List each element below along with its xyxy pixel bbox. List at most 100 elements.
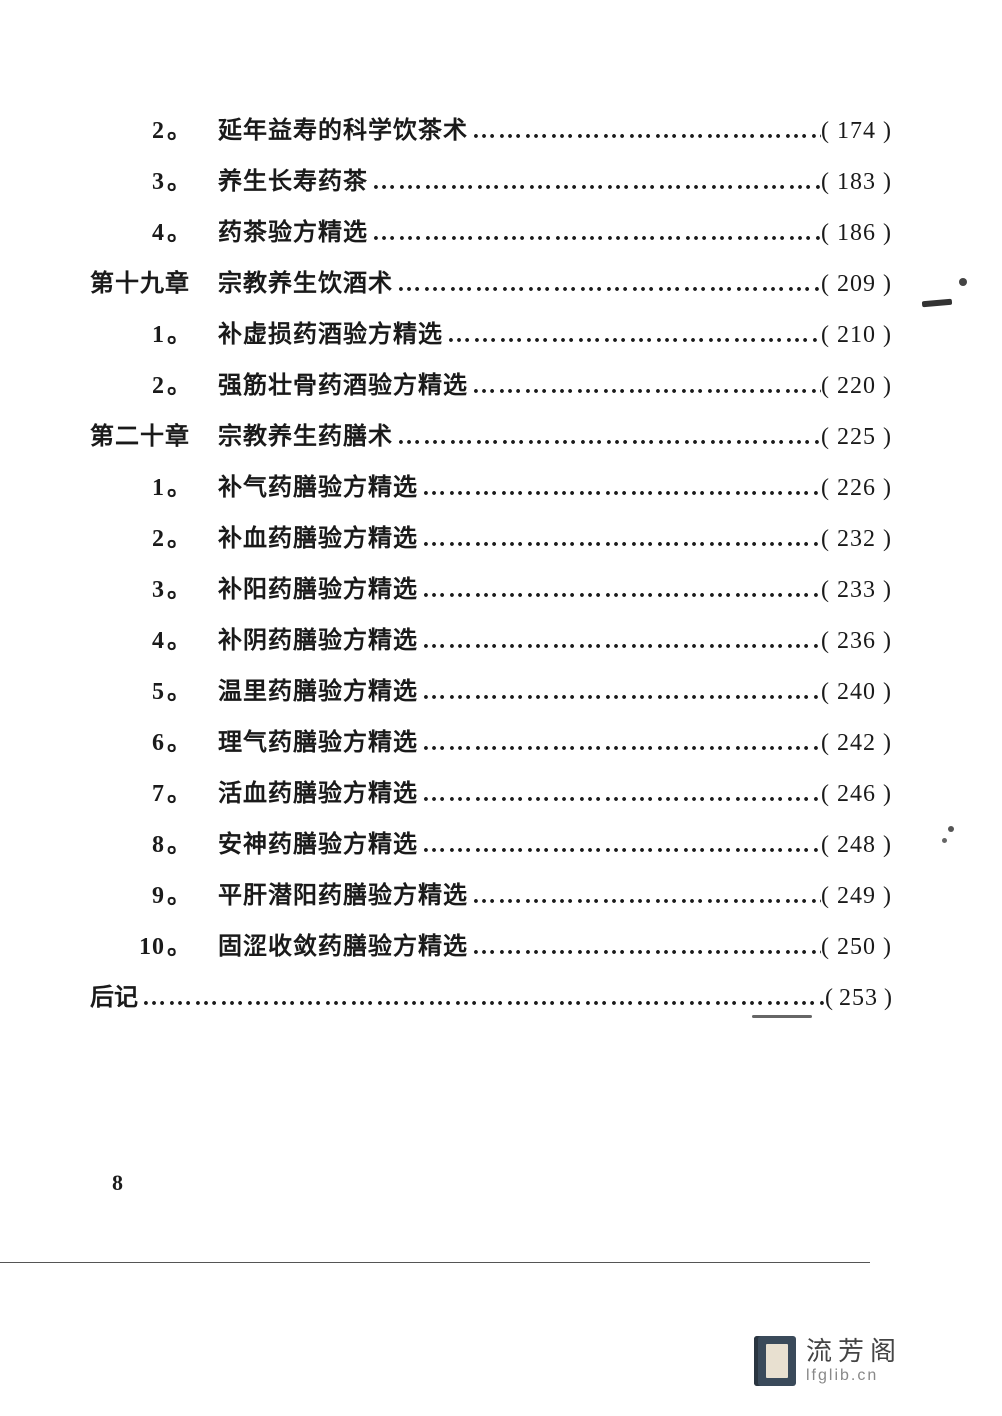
toc-sub-number: 9。 xyxy=(80,875,200,910)
toc-page-ref: ( 232 ) xyxy=(821,526,892,553)
toc-sub-line: 8。安神药膳验方精选………………………………………………………………………………… xyxy=(80,824,892,859)
toc-sub-title: 补阴药膳验方精选 xyxy=(218,620,418,655)
table-of-contents: 2。延年益寿的科学饮茶术…………………………………………………………………………… xyxy=(80,110,892,961)
toc-chapter-line: 第二十章宗教养生药膳术……………………………………………………………………………… xyxy=(80,416,892,451)
toc-page-ref: ( 242 ) xyxy=(821,730,892,757)
toc-sub-line: 7。活血药膳验方精选………………………………………………………………………………… xyxy=(80,773,892,808)
toc-page-ref: ( 233 ) xyxy=(821,577,892,604)
toc-sub-number: 2。 xyxy=(80,110,200,145)
scan-artifact xyxy=(959,278,967,286)
toc-chapter-line: 第十九章宗教养生饮酒术……………………………………………………………………………… xyxy=(80,263,892,298)
toc-sub-line: 2。延年益寿的科学饮茶术…………………………………………………………………………… xyxy=(80,110,892,145)
toc-page-ref: ( 209 ) xyxy=(821,271,892,298)
toc-sub-line: 5。温里药膳验方精选………………………………………………………………………………… xyxy=(80,671,892,706)
toc-sub-line: 10。固涩收敛药膳验方精选………………………………………………………………………… xyxy=(80,926,892,961)
book-icon xyxy=(754,1336,796,1386)
toc-sub-title: 延年益寿的科学饮茶术 xyxy=(218,110,468,145)
toc-sub-title: 理气药膳验方精选 xyxy=(218,722,418,757)
toc-page-ref: ( 210 ) xyxy=(821,322,892,349)
toc-sub-title: 养生长寿药茶 xyxy=(218,161,368,196)
toc-sub-title: 补阳药膳验方精选 xyxy=(218,569,418,604)
page-content: 2。延年益寿的科学饮茶术…………………………………………………………………………… xyxy=(0,0,1002,1012)
watermark: 流芳阁 lfglib.cn xyxy=(754,1336,902,1386)
toc-leader: …………………………………………………………………………………………………………… xyxy=(138,985,825,1012)
toc-sub-number: 7。 xyxy=(80,773,200,808)
toc-afterword-line: 后记 …………………………………………………………………………………………………… xyxy=(80,977,892,1012)
toc-sub-line: 4。补阴药膳验方精选………………………………………………………………………………… xyxy=(80,620,892,655)
toc-page-ref: ( 250 ) xyxy=(821,934,892,961)
toc-leader: …………………………………………………………………………………………………………… xyxy=(418,526,821,553)
toc-leader: …………………………………………………………………………………………………………… xyxy=(468,883,821,910)
toc-leader: …………………………………………………………………………………………………………… xyxy=(418,832,821,859)
toc-leader: …………………………………………………………………………………………………………… xyxy=(418,628,821,655)
toc-sub-line: 9。平肝潜阳药膳验方精选…………………………………………………………………………… xyxy=(80,875,892,910)
toc-sub-title: 平肝潜阳药膳验方精选 xyxy=(218,875,468,910)
toc-chapter-title: 宗教养生饮酒术 xyxy=(218,263,393,298)
toc-sub-line: 3。补阳药膳验方精选………………………………………………………………………………… xyxy=(80,569,892,604)
toc-sub-line: 3。养生长寿药茶……………………………………………………………………………………… xyxy=(80,161,892,196)
toc-page-ref: ( 226 ) xyxy=(821,475,892,502)
toc-sub-number: 1。 xyxy=(80,314,200,349)
toc-sub-line: 4。药茶验方精选……………………………………………………………………………………… xyxy=(80,212,892,247)
toc-sub-line: 2。补血药膳验方精选………………………………………………………………………………… xyxy=(80,518,892,553)
toc-page-ref: ( 174 ) xyxy=(821,118,892,145)
toc-page-ref: ( 225 ) xyxy=(821,424,892,451)
toc-sub-number: 4。 xyxy=(80,212,200,247)
toc-page-ref: ( 183 ) xyxy=(821,169,892,196)
toc-leader: …………………………………………………………………………………………………………… xyxy=(443,322,821,349)
scan-artifact xyxy=(948,826,954,832)
toc-leader: …………………………………………………………………………………………………………… xyxy=(468,118,821,145)
toc-page-ref: ( 236 ) xyxy=(821,628,892,655)
toc-sub-line: 1。补虚损药酒验方精选……………………………………………………………………………… xyxy=(80,314,892,349)
toc-page-ref: ( 246 ) xyxy=(821,781,892,808)
toc-sub-number: 2。 xyxy=(80,518,200,553)
afterword-label: 后记 xyxy=(80,977,138,1012)
toc-leader: …………………………………………………………………………………………………………… xyxy=(468,373,821,400)
toc-sub-title: 活血药膳验方精选 xyxy=(218,773,418,808)
toc-leader: …………………………………………………………………………………………………………… xyxy=(393,424,821,451)
toc-sub-title: 强筋壮骨药酒验方精选 xyxy=(218,365,468,400)
toc-sub-number: 10。 xyxy=(80,926,200,961)
toc-sub-number: 5。 xyxy=(80,671,200,706)
toc-sub-title: 温里药膳验方精选 xyxy=(218,671,418,706)
toc-sub-title: 补气药膳验方精选 xyxy=(218,467,418,502)
toc-sub-number: 4。 xyxy=(80,620,200,655)
toc-sub-title: 补虚损药酒验方精选 xyxy=(218,314,443,349)
toc-leader: …………………………………………………………………………………………………………… xyxy=(468,934,821,961)
toc-sub-number: 1。 xyxy=(80,467,200,502)
toc-sub-number: 3。 xyxy=(80,569,200,604)
toc-leader: …………………………………………………………………………………………………………… xyxy=(393,271,821,298)
toc-sub-number: 3。 xyxy=(80,161,200,196)
toc-chapter-title: 宗教养生药膳术 xyxy=(218,416,393,451)
toc-sub-number: 2。 xyxy=(80,365,200,400)
toc-page-ref: ( 186 ) xyxy=(821,220,892,247)
toc-sub-line: 1。补气药膳验方精选………………………………………………………………………………… xyxy=(80,467,892,502)
toc-leader: …………………………………………………………………………………………………………… xyxy=(418,781,821,808)
toc-leader: …………………………………………………………………………………………………………… xyxy=(368,169,821,196)
toc-leader: …………………………………………………………………………………………………………… xyxy=(418,475,821,502)
toc-leader: …………………………………………………………………………………………………………… xyxy=(418,679,821,706)
toc-sub-title: 药茶验方精选 xyxy=(218,212,368,247)
toc-sub-line: 2。强筋壮骨药酒验方精选…………………………………………………………………………… xyxy=(80,365,892,400)
toc-page-ref: ( 249 ) xyxy=(821,883,892,910)
toc-chapter-label: 第二十章 xyxy=(80,416,200,451)
toc-page-ref: ( 220 ) xyxy=(821,373,892,400)
toc-page-ref: ( 240 ) xyxy=(821,679,892,706)
page-number: 8 xyxy=(112,1170,123,1196)
scan-artifact xyxy=(752,1015,812,1018)
toc-sub-number: 6。 xyxy=(80,722,200,757)
toc-sub-title: 补血药膳验方精选 xyxy=(218,518,418,553)
toc-page-ref: ( 248 ) xyxy=(821,832,892,859)
toc-leader: …………………………………………………………………………………………………………… xyxy=(418,577,821,604)
watermark-en: lfglib.cn xyxy=(806,1367,902,1385)
toc-page-ref: ( 253 ) xyxy=(825,985,892,1012)
toc-sub-title: 固涩收敛药膳验方精选 xyxy=(218,926,468,961)
scan-artifact xyxy=(942,838,947,843)
toc-leader: …………………………………………………………………………………………………………… xyxy=(418,730,821,757)
toc-chapter-label: 第十九章 xyxy=(80,263,200,298)
toc-sub-title: 安神药膳验方精选 xyxy=(218,824,418,859)
watermark-cn: 流芳阁 xyxy=(806,1338,902,1367)
toc-leader: …………………………………………………………………………………………………………… xyxy=(368,220,821,247)
toc-sub-number: 8。 xyxy=(80,824,200,859)
bottom-rule xyxy=(0,1262,870,1263)
